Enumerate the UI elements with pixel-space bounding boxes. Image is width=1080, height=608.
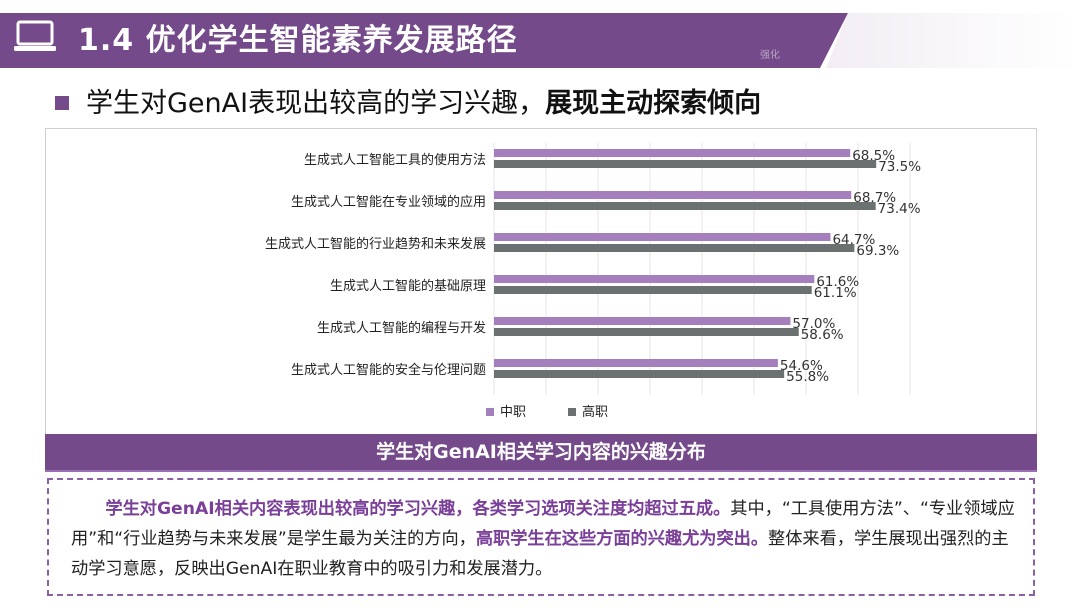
data-label: 61.1% xyxy=(814,285,857,301)
category-label: 生成式人工智能的安全与伦理问题 xyxy=(291,362,486,378)
description-highlight-1: 学生对GenAI相关内容表现出较高的学习兴趣，各类学习选项关注度均超过五成。 xyxy=(105,499,731,519)
description-text-1: 其中，“工具使用方法”、“专业领域应用”和“行业趋势与未来发展”是学生最为关注的… xyxy=(71,499,1015,549)
title-bar-tail xyxy=(826,13,1080,68)
data-label: 73.5% xyxy=(878,159,921,175)
bar-zhongzhi xyxy=(494,359,778,367)
description-box: 学生对GenAI相关内容表现出较高的学习兴趣，各类学习选项关注度均超过五成。其中… xyxy=(47,478,1035,596)
subtitle: 学生对GenAI表现出较高的学习兴趣，展现主动探索倾向 xyxy=(86,84,761,124)
subtitle-normal: 学生对GenAI表现出较高的学习兴趣， xyxy=(86,88,546,119)
bar-gaozhi xyxy=(494,370,785,378)
watermark: 强化 xyxy=(760,50,780,61)
bar-gaozhi xyxy=(494,328,799,336)
bar-chart: 生成式人工智能工具的使用方法 68.5%73.5%生成式人工智能在专业领域的应用 6… xyxy=(265,143,921,420)
bar-zhongzhi xyxy=(494,149,851,157)
data-label: 55.8% xyxy=(786,369,829,385)
bar-zhongzhi xyxy=(494,233,831,241)
category-label: 生成式人工智能在专业领域的应用 xyxy=(291,194,486,210)
legend-swatch xyxy=(568,408,576,416)
chart-caption: 学生对GenAI相关学习内容的兴趣分布 xyxy=(45,434,1037,470)
data-label: 73.4% xyxy=(878,201,921,217)
bar-gaozhi xyxy=(494,244,855,252)
legend-label: 中职 xyxy=(500,405,526,420)
data-label: 69.3% xyxy=(856,243,899,259)
data-label: 54.6% xyxy=(780,358,823,374)
data-label: 58.6% xyxy=(801,327,844,343)
bar-zhongzhi xyxy=(494,191,852,199)
bar-gaozhi xyxy=(494,160,877,168)
chart-container: 生成式人工智能工具的使用方法 68.5% 73.5% 生成式人工智能在专业领域的应用 6… xyxy=(45,128,1037,435)
title-bar xyxy=(0,13,848,68)
legend-swatch xyxy=(486,408,494,416)
bullet-square xyxy=(55,96,69,110)
legend-label: 高职 xyxy=(582,404,608,420)
caption-underline xyxy=(45,470,1037,472)
description-text: 学生对GenAI相关内容表现出较高的学习兴趣，各类学习选项关注度均超过五成。其中… xyxy=(71,494,1015,584)
bar-zhongzhi xyxy=(494,317,791,325)
bar-zhongzhi xyxy=(494,275,815,283)
data-label: 61.6% xyxy=(816,274,859,290)
category-label: 生成式人工智能工具的使用方法 xyxy=(304,152,486,168)
bar-gaozhi xyxy=(494,202,876,210)
data-label: 57.0% xyxy=(792,316,835,332)
category-label: 生成式人工智能的基础原理 xyxy=(330,278,486,294)
bar-gaozhi xyxy=(494,286,812,294)
laptop-icon xyxy=(14,20,56,51)
category-label: 生成式人工智能的编程与开发 xyxy=(317,320,486,336)
page-title: 1.4 优化学生智能素养发展路径 xyxy=(78,23,518,58)
description-text-2: 整体来看，学生展现出强烈的主动学习意愿，反映出GenAI在职业教育中的吸引力和发… xyxy=(71,529,1009,579)
category-label: 生成式人工智能的行业趋势和未来发展 xyxy=(265,236,486,252)
description-highlight-2: 高职学生在这些方面的兴趣尤为突出。 xyxy=(475,529,769,549)
subtitle-bold: 展现主动探索倾向 xyxy=(545,88,762,119)
